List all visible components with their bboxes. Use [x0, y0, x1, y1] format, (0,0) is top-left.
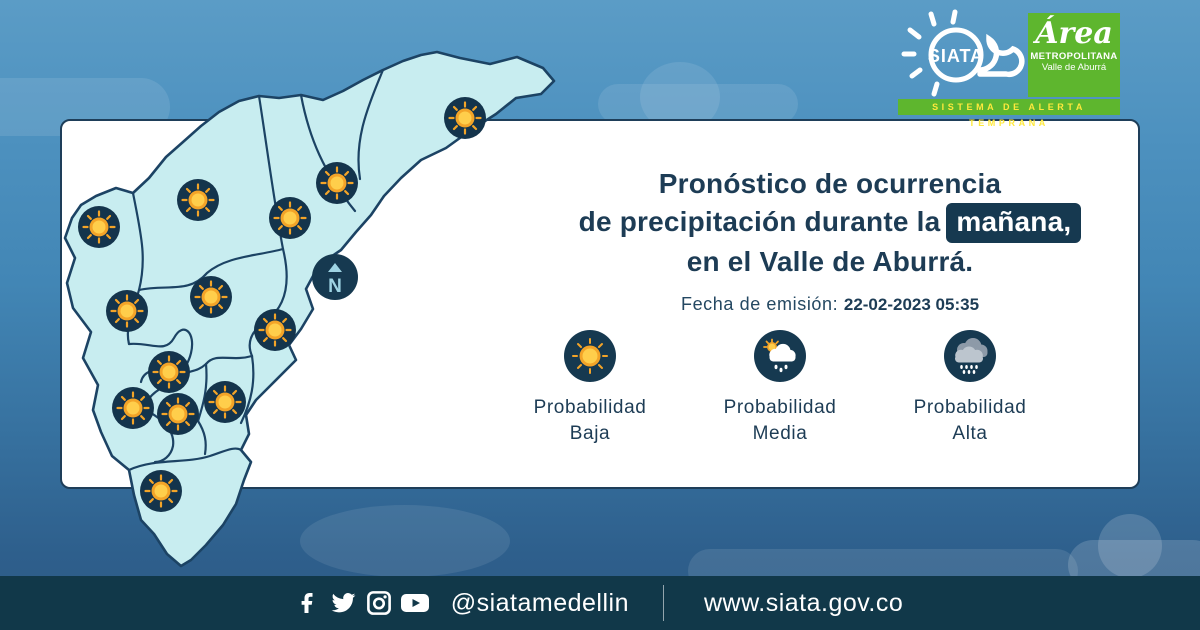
instagram-icon[interactable]	[366, 590, 392, 616]
probability-legend: Probabilidad Baja	[500, 330, 1060, 447]
forecast-sun-icon	[314, 160, 360, 206]
website-link[interactable]: www.siata.gov.co	[704, 588, 904, 617]
background-cloud	[1098, 514, 1162, 578]
forecast-sun-icon	[188, 274, 234, 320]
emission-label: Fecha de emisión:	[680, 294, 839, 314]
svg-text:N: N	[328, 276, 342, 297]
svg-text:SIATA: SIATA	[928, 46, 984, 66]
title-line-3: en el Valle de Aburrá.	[686, 246, 974, 277]
youtube-icon[interactable]	[400, 590, 429, 616]
footer-bar: @siatamedellin www.siata.gov.co	[0, 576, 1200, 630]
social-icons	[297, 590, 429, 616]
area-logo-script: Área	[1035, 16, 1113, 51]
sun-icon	[564, 330, 616, 382]
emission-date: Fecha de emisión: 22-02-2023 05:35	[520, 294, 1140, 315]
forecast-sun-icon	[267, 195, 313, 241]
forecast-sun-icon	[175, 177, 221, 223]
legend-item-alta: Probabilidad Alta	[880, 330, 1060, 447]
forecast-sun-icon	[252, 307, 298, 353]
facebook-icon[interactable]	[297, 590, 321, 616]
legend-label: Probabilidad Alta	[913, 397, 1027, 444]
map-outline	[63, 50, 556, 568]
forecast-sun-icon	[138, 468, 184, 514]
forecast-sun-icon	[202, 379, 248, 425]
social-handle[interactable]: @siatamedellin	[450, 588, 629, 617]
title-block: Pronóstico de ocurrencia de precipitació…	[520, 165, 1140, 315]
legend-item-media: Probabilidad Media	[690, 330, 870, 447]
twitter-icon[interactable]	[330, 590, 357, 616]
north-compass-icon: N	[312, 254, 358, 300]
area-metropolitana-logo: Área METROPOLITANA Valle de Aburrá	[1028, 13, 1120, 97]
aburra-map: N	[63, 50, 556, 568]
sistema-alerta-temprana-bar: SISTEMA DE ALERTA TEMPRANA	[898, 99, 1120, 128]
forecast-sun-icon	[442, 95, 488, 141]
emission-value: 22-02-2023 05:35	[843, 295, 980, 314]
legend-item-baja: Probabilidad Baja	[500, 330, 680, 447]
cloud-rain-icon	[944, 330, 996, 382]
sun-cloud-rain-icon	[754, 330, 806, 382]
forecast-sun-icon	[76, 204, 122, 250]
highlight-manana: mañana,	[946, 203, 1082, 243]
forecast-sun-icon	[155, 391, 201, 437]
title-line-2: de precipitación durante la mañana,	[520, 203, 1140, 243]
legend-label: Probabilidad Media	[723, 397, 837, 444]
forecast-sun-icon	[110, 385, 156, 431]
siata-logo: SIATA	[901, 9, 1025, 97]
background-cloud	[598, 84, 798, 124]
background-cloud	[300, 505, 510, 577]
title-line-1: Pronóstico de ocurrencia	[658, 168, 1002, 199]
forecast-sun-icon	[104, 288, 150, 334]
footer-divider	[663, 585, 664, 621]
legend-label: Probabilidad Baja	[533, 397, 647, 444]
forecast-sun-icon	[146, 349, 192, 395]
